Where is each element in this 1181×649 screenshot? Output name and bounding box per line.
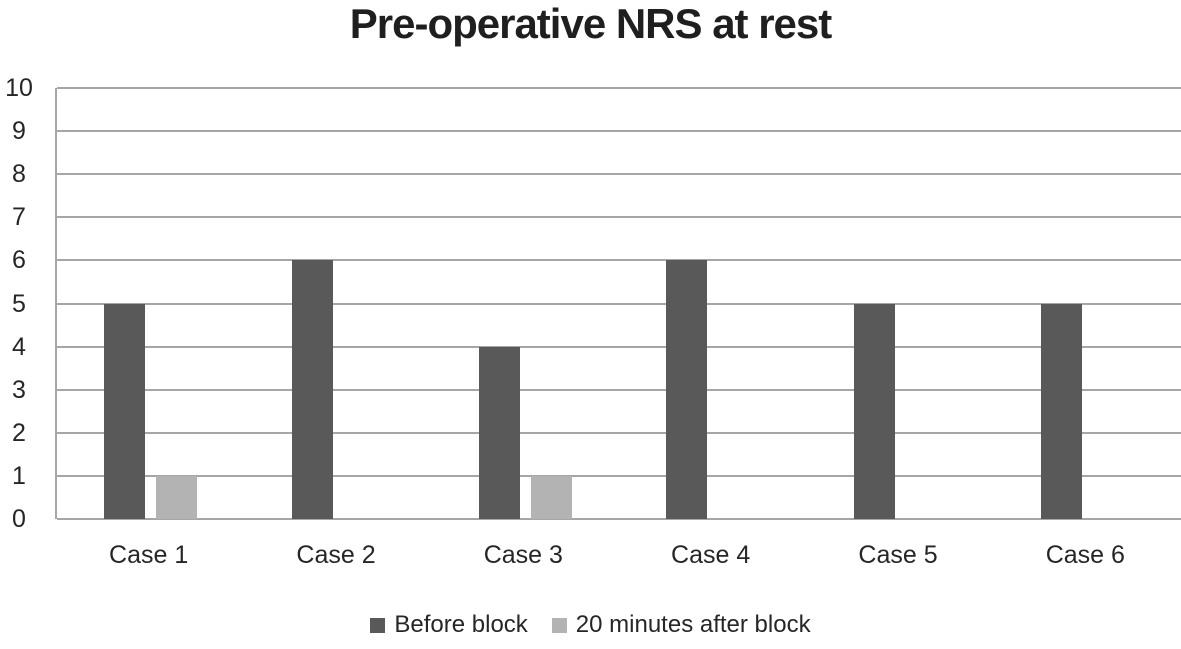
legend-label: Before block [394,611,528,638]
legend-swatch-icon [551,617,567,633]
bar-20-minutes-after-block [530,475,572,519]
legend-label: 20 minutes after block [575,611,811,638]
y-tick-label: 1 [12,461,26,490]
y-tick-label: 0 [12,505,26,533]
gridline [57,474,1181,477]
gridline [57,216,1181,219]
gridline [57,345,1181,348]
x-category-label: Case 1 [109,541,189,569]
legend-item-20-minutes-after-block: 20 minutes after block [551,611,811,639]
gridline [57,259,1181,262]
y-tick-label: 4 [12,332,26,361]
y-tick-label: 8 [12,160,26,189]
y-tick-label: 3 [12,375,26,404]
bar-before-block [1040,303,1082,519]
gridline [57,87,1181,89]
y-tick-label: 6 [12,246,26,275]
bars-layer [57,88,1181,519]
gridline [57,388,1181,391]
bar-before-block [104,303,146,519]
y-tick-label: 9 [12,117,26,146]
legend-swatch-icon [370,617,386,633]
gridline [57,518,1181,520]
x-category-label: Case 4 [671,541,751,569]
y-tick-label: 7 [12,203,26,232]
x-category-label: Case 3 [483,541,563,569]
x-category-label: Case 6 [1045,541,1125,569]
chart-title: Pre-operative NRS at rest [349,0,833,47]
legend: Before block 20 minutes after block [0,611,1181,639]
x-category-label: Case 2 [296,541,376,569]
y-tick-label: 2 [12,418,26,447]
bar-before-block [291,260,333,519]
bar-before-block [666,260,708,519]
bar-before-block [478,346,520,519]
y-tick-label: 5 [12,289,26,318]
gridline [57,431,1181,434]
gridline [57,130,1181,133]
bar-20-minutes-after-block [156,475,198,519]
legend-item-before-block: Before block [370,611,528,639]
y-tick-label: 10 [5,74,33,102]
plot-area [55,87,1181,520]
gridline [57,173,1181,176]
bar-before-block [853,303,895,519]
x-category-label: Case 5 [858,541,938,569]
gridline [57,302,1181,305]
